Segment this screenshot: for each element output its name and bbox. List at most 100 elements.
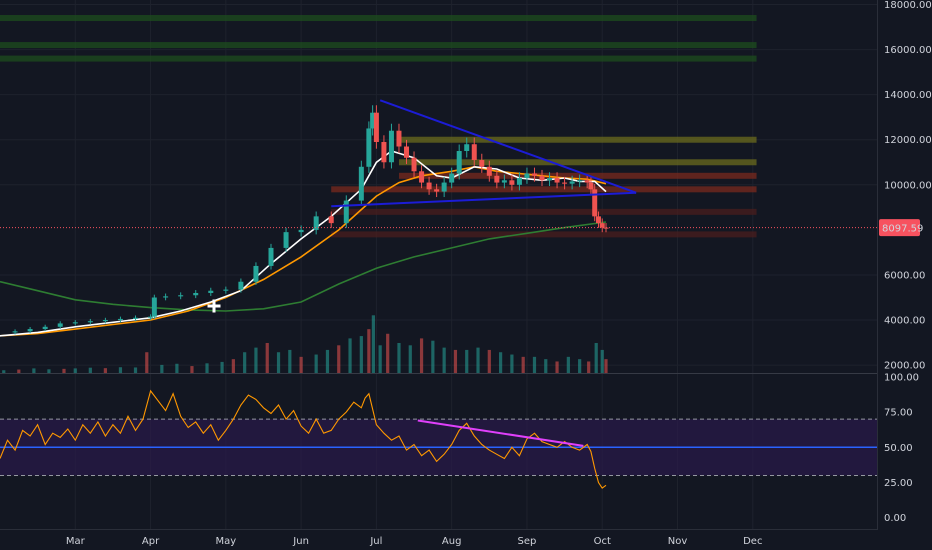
candle-body — [588, 182, 594, 190]
candle-body — [426, 182, 432, 190]
divergence-trendline — [417, 419, 584, 447]
candlestick-series — [12, 105, 609, 335]
candle-body — [449, 173, 455, 183]
volume-bar — [314, 354, 318, 373]
volume-bar — [88, 367, 92, 373]
candle-body — [12, 331, 18, 333]
oscillator-tick-label: 0.00 — [884, 513, 906, 524]
candle-body — [238, 281, 244, 290]
oscillator-pane[interactable] — [0, 389, 877, 489]
volume-bar — [442, 347, 446, 373]
oscillator-tick-label: 50.00 — [884, 443, 913, 454]
volume-bar — [544, 359, 548, 373]
last-price-tag-background — [879, 219, 920, 237]
volume-bar — [348, 338, 352, 373]
candle-body — [42, 326, 48, 330]
candle-body — [87, 321, 93, 323]
volume-bar — [594, 343, 598, 373]
volume-bar — [431, 340, 435, 373]
triangle-trendlines — [331, 99, 637, 208]
support-resistance-levels — [0, 15, 757, 238]
sr-level-band — [331, 186, 757, 193]
candle-body — [268, 247, 274, 266]
volume-bar — [118, 367, 123, 373]
candle-body — [343, 200, 349, 224]
candle-body — [539, 175, 545, 181]
volume-bar — [604, 359, 608, 373]
price-tick-label: 6000.00 — [884, 270, 925, 281]
oscillator-tick-label: 75.00 — [884, 408, 913, 419]
time-tick-label: May — [215, 536, 236, 547]
candle-body — [516, 178, 522, 185]
volume-bar — [465, 349, 469, 373]
last-price-tag-label: 8097.59 — [882, 224, 923, 235]
volume-bar — [190, 366, 194, 373]
volume-bar — [145, 352, 149, 373]
candle-body — [547, 178, 553, 181]
volume-bar — [47, 369, 51, 373]
time-axis-ticks[interactable]: Mar Apr May Jun Jul Aug Sep Oct Nov Dec — [66, 536, 763, 547]
candle-body — [554, 178, 560, 183]
candle-body — [102, 320, 108, 322]
candle-body — [595, 216, 601, 224]
candle-body — [569, 181, 575, 184]
volume-bar — [231, 359, 235, 373]
price-pane[interactable] — [0, 15, 877, 373]
time-tick-label: Mar — [66, 536, 86, 547]
oscillator-tick-label: 100.00 — [884, 372, 919, 383]
volume-bar — [325, 349, 330, 373]
sr-level-band — [331, 231, 757, 238]
volume-bar — [205, 363, 209, 373]
trendline — [331, 191, 637, 208]
candle-body — [562, 182, 568, 184]
price-tick-label: 10000.00 — [884, 180, 932, 191]
last-price-tag: 8097.59 — [879, 219, 923, 237]
price-tick-label: 18000.00 — [884, 0, 932, 11]
candle-body — [381, 141, 387, 163]
volume-bar — [371, 315, 375, 373]
candle-body — [223, 289, 229, 291]
candle-body — [404, 146, 410, 158]
volume-bar — [510, 354, 514, 373]
candle-body — [479, 160, 485, 167]
volume-bar — [103, 368, 107, 373]
volume-bar — [73, 368, 77, 373]
trendline — [379, 99, 637, 194]
candle-body — [373, 112, 379, 142]
volume-bar — [367, 329, 371, 373]
price-tick-label: 14000.00 — [884, 90, 932, 101]
volume-bar — [175, 363, 179, 373]
volume-bar — [2, 370, 6, 373]
candle-body — [494, 175, 500, 183]
volume-bar — [386, 333, 390, 373]
crosshair-marker — [207, 299, 221, 313]
sr-level-band — [398, 136, 757, 143]
volume-bar — [521, 356, 525, 373]
time-tick-label: Jul — [369, 536, 382, 547]
price-axis[interactable] — [877, 0, 932, 530]
time-tick-label: Oct — [594, 536, 611, 547]
sr-level-band — [0, 15, 757, 22]
candle-body — [411, 157, 417, 172]
oscillator-divergence-line — [417, 419, 584, 447]
time-tick-label: Sep — [518, 536, 537, 547]
candle-body — [456, 151, 462, 174]
volume-bar — [419, 338, 424, 373]
candle-body — [133, 317, 139, 319]
candle-body — [298, 229, 304, 233]
sr-level-band — [331, 208, 757, 215]
oscillator-series — [0, 389, 607, 489]
candle-body — [584, 180, 590, 183]
candle-body — [163, 296, 169, 298]
volume-bar — [288, 349, 292, 373]
time-tick-label: Aug — [442, 536, 462, 547]
candle-body — [592, 189, 598, 217]
volume-bars — [2, 315, 608, 373]
volume-bar — [17, 369, 21, 373]
volume-bar — [600, 349, 604, 373]
ma-slow-path — [0, 221, 607, 312]
time-tick-label: Jun — [292, 536, 309, 547]
candle-body — [388, 130, 394, 163]
candle-body — [599, 223, 605, 228]
